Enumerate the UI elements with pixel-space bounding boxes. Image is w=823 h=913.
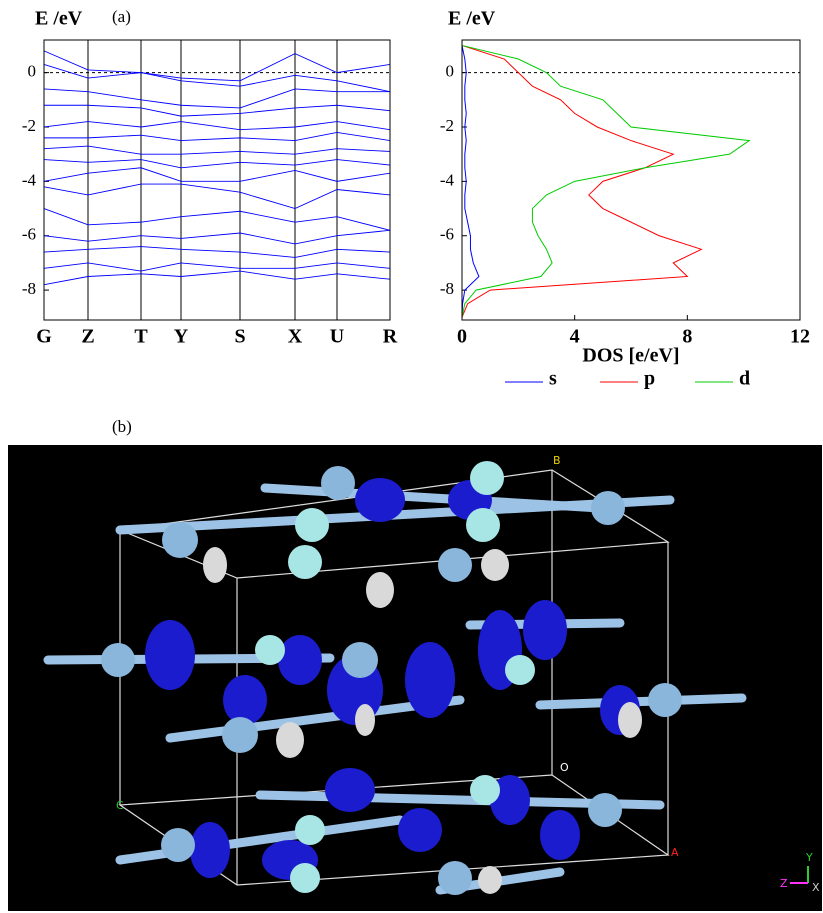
y-tick-label: -2	[440, 116, 454, 135]
y-tick-label: 0	[446, 62, 455, 81]
band-line	[43, 208, 391, 231]
dos-line	[461, 44, 703, 318]
cell-label: B	[553, 454, 561, 467]
band-line	[43, 246, 391, 258]
dos-line	[461, 45, 480, 318]
legend-label: d	[739, 368, 750, 390]
dos-line	[461, 44, 751, 318]
x-tick-label: U	[330, 326, 344, 348]
x-tick-label: S	[234, 326, 245, 348]
y-tick-label: -2	[22, 116, 36, 135]
y-tick-label: -6	[22, 225, 36, 244]
axis-label: Z	[780, 877, 788, 890]
x-tick-label: 0	[457, 326, 467, 348]
band-line	[43, 88, 390, 109]
crystal-render	[43, 461, 747, 895]
band-line	[43, 50, 391, 82]
band-line	[43, 145, 391, 155]
axis-label: X	[812, 881, 820, 894]
x-tick-label: T	[134, 326, 148, 348]
plot-frame	[43, 39, 391, 321]
band-line	[43, 167, 391, 182]
x-tick-label: X	[288, 326, 303, 348]
x-tick-label: 4	[570, 326, 580, 348]
band-line	[43, 183, 391, 210]
y-tick-label: -4	[22, 170, 37, 189]
plot-frame	[461, 39, 801, 321]
cell-label: C	[116, 799, 124, 812]
cell-label: O	[560, 761, 569, 774]
y-axis-label: E /eV	[448, 8, 496, 30]
y-tick-label: -8	[440, 279, 454, 298]
band-line	[43, 229, 391, 245]
x-tick-label: 8	[682, 326, 692, 348]
y-axis-label: E /eV	[35, 8, 83, 30]
band-line	[43, 64, 391, 93]
legend-label: p	[644, 368, 655, 390]
panel-label: (b)	[112, 417, 132, 436]
x-tick-label: 12	[790, 326, 810, 348]
y-tick-label: 0	[28, 62, 37, 81]
panel-label: (a)	[112, 7, 131, 26]
x-tick-label: Z	[81, 326, 94, 348]
axis-label: Y	[805, 851, 813, 864]
x-tick-label: Y	[174, 326, 189, 348]
y-tick-label: -6	[440, 225, 454, 244]
cell-label: A	[671, 846, 679, 859]
legend-label: s	[549, 368, 557, 390]
band-line	[43, 262, 391, 272]
y-tick-label: -4	[440, 170, 455, 189]
band-line	[44, 131, 391, 142]
band-line	[43, 159, 391, 169]
x-axis-label: DOS [e/eV]	[582, 345, 679, 367]
band-line	[43, 121, 391, 131]
band-line	[43, 270, 391, 286]
x-tick-label: G	[36, 326, 52, 348]
band-line	[44, 104, 391, 117]
x-tick-label: R	[383, 326, 398, 348]
y-tick-label: -8	[22, 279, 36, 298]
